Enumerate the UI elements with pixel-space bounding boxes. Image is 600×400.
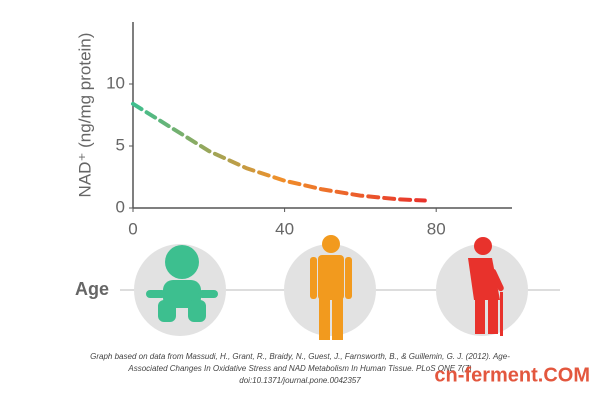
y-tick-label: 10 [106,73,125,92]
watermark: cn-ferment.COM [434,364,590,386]
citation: Graph based on data from Massudi, H., Gr… [90,352,510,361]
x-tick-label: 40 [275,219,294,238]
x-tick-label: 80 [427,219,446,238]
citation: doi:10.1371/journal.pone.0042357 [239,376,361,385]
x-tick-label: 0 [128,219,137,238]
citation: Associated Changes In Oxidative Stress a… [127,364,472,373]
elder-icon [468,237,504,336]
row-label: Age [75,279,109,299]
adult-icon [310,235,352,340]
baby-icon [146,245,218,322]
data-line [131,101,427,203]
y-tick-label: 0 [116,197,125,216]
y-tick-label: 5 [116,135,125,154]
y-axis-label: NAD⁺ (ng/mg protein) [75,33,94,198]
